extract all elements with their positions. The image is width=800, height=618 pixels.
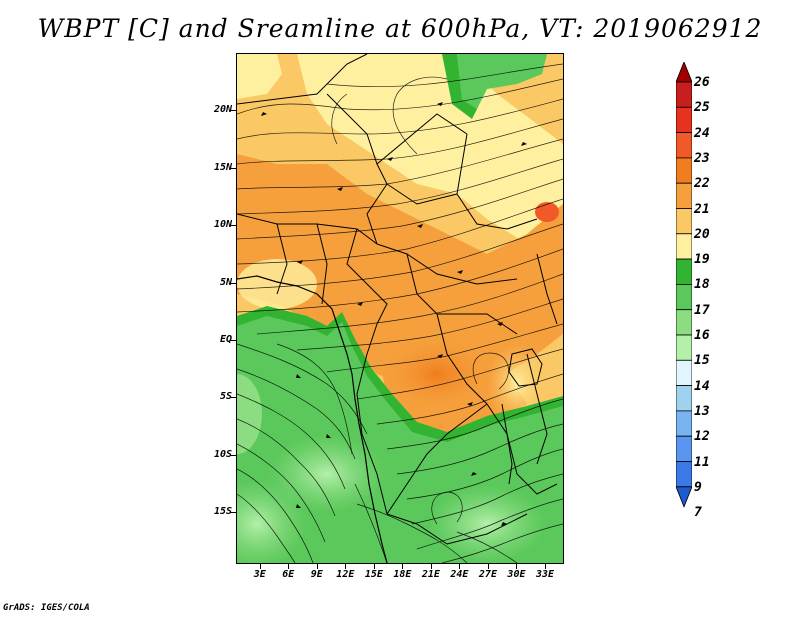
lon-tick xyxy=(516,564,518,569)
colorbar-segment xyxy=(676,157,692,184)
colorbar-level-label: 22 xyxy=(694,176,710,192)
colorbar-level-label: 23 xyxy=(694,150,710,166)
colorbar-level-label: 7 xyxy=(694,505,702,521)
footer-credit: GrADS: IGES/COLA xyxy=(3,603,90,613)
wbpt-field-21 xyxy=(237,154,563,404)
colorbar-segment xyxy=(676,283,692,311)
colorbar-segment xyxy=(676,461,692,488)
lake-victoria xyxy=(508,348,543,387)
lon-tick xyxy=(459,564,461,569)
colorbar-level-label: 14 xyxy=(694,378,710,394)
coastline xyxy=(237,275,388,563)
wbpt-streamline-map xyxy=(237,54,563,563)
colorbar-level-label: 11 xyxy=(694,454,710,470)
lat-tick xyxy=(230,397,236,399)
colorbar-level-label: 26 xyxy=(694,75,710,90)
lon-tick xyxy=(487,564,489,569)
colorbar-level-label: 12 xyxy=(694,429,710,445)
lat-tick xyxy=(230,225,236,227)
country-borders xyxy=(237,54,558,545)
streamlines xyxy=(237,63,563,563)
lon-label: 24E xyxy=(450,569,469,580)
lon-tick xyxy=(430,564,432,569)
colorbar-segment xyxy=(676,81,692,108)
colorbar-segment xyxy=(676,258,692,285)
lat-tick xyxy=(230,110,236,112)
lon-tick xyxy=(402,564,404,569)
lon-label: 9E xyxy=(310,569,323,580)
lon-label: 18E xyxy=(393,569,412,580)
wbpt-field-16-a xyxy=(267,434,387,514)
colorbar-level-label: 25 xyxy=(694,100,710,116)
map-panel xyxy=(236,53,564,564)
colorbar-segment xyxy=(676,334,692,361)
lon-label: 12E xyxy=(336,569,355,580)
lon-label: 3E xyxy=(253,569,266,580)
lat-tick xyxy=(230,282,236,284)
lat-tick xyxy=(230,340,236,342)
wbpt-hotspot xyxy=(535,202,559,222)
colorbar-segment xyxy=(676,435,692,462)
colorbar-level-label: 21 xyxy=(694,201,710,217)
lat-label: 5N xyxy=(219,276,232,288)
map-title: WBPT [C] and Sreamline at 600hPa, VT: 20… xyxy=(37,14,763,43)
lat-label: 15S xyxy=(213,506,232,518)
lon-label: 33E xyxy=(535,569,555,580)
colorbar-bottom-arrow xyxy=(676,486,692,508)
lat-label: 10N xyxy=(213,219,232,231)
colorbar-segment xyxy=(676,132,692,159)
lon-tick xyxy=(345,564,347,569)
colorbar-level-label: 15 xyxy=(694,353,710,369)
lat-label: 20N xyxy=(213,104,232,116)
colorbar-segment xyxy=(676,385,692,412)
wbpt-field-16-b xyxy=(237,479,307,563)
lat-label: 15N xyxy=(213,161,232,173)
colorbar-segment xyxy=(676,208,692,235)
lat-tick xyxy=(230,512,236,514)
lon-tick xyxy=(259,564,261,569)
colorbar-level-label: 18 xyxy=(694,277,710,293)
colorbar-segment xyxy=(676,106,692,133)
colorbar-level-label: 16 xyxy=(694,328,710,343)
colorbar-level-label: 17 xyxy=(694,302,710,318)
lon-label: 27E xyxy=(478,569,497,580)
lat-label: 5S xyxy=(219,391,232,403)
lat-label: EQ xyxy=(219,334,232,346)
wbpt-field-18-band xyxy=(237,306,563,442)
wbpt-pale-west xyxy=(237,259,317,309)
wbpt-field-19-ne xyxy=(237,54,282,99)
colorbar-segment xyxy=(676,309,692,336)
colorbar-top-arrow xyxy=(676,62,692,83)
wbpt-field-18-ne xyxy=(442,54,477,119)
streamline-arrows xyxy=(261,102,527,526)
wbpt-field-19-north xyxy=(297,54,563,244)
wbpt-field-17-ne xyxy=(457,54,547,109)
colorbar-level-label: 9 xyxy=(694,479,702,495)
lat-label: 10S xyxy=(213,448,232,460)
colorbar-segment xyxy=(676,182,692,209)
wbpt-field-16-c xyxy=(427,484,547,563)
lat-tick xyxy=(230,454,236,456)
lon-tick xyxy=(544,564,546,569)
colorbar-level-label: 24 xyxy=(694,125,710,141)
colorbar-level-label: 19 xyxy=(694,252,710,268)
colorbar-level-label: 20 xyxy=(694,226,710,242)
colorbar-segment xyxy=(676,359,692,386)
lon-label: 30E xyxy=(507,569,526,580)
lon-tick xyxy=(373,564,375,569)
colorbar xyxy=(676,62,692,508)
colorbar-level-label: 13 xyxy=(694,403,710,419)
colorbar-segment xyxy=(676,233,692,260)
lat-tick xyxy=(230,167,236,169)
lon-label: 6E xyxy=(282,569,295,580)
wbpt-field-16-d xyxy=(237,374,262,454)
lon-label: 21E xyxy=(421,569,440,580)
colorbar-segment xyxy=(676,410,692,437)
lon-tick xyxy=(316,564,318,569)
lon-tick xyxy=(288,564,290,569)
wbpt-hot-area xyxy=(377,334,497,414)
lon-label: 15E xyxy=(364,569,383,580)
